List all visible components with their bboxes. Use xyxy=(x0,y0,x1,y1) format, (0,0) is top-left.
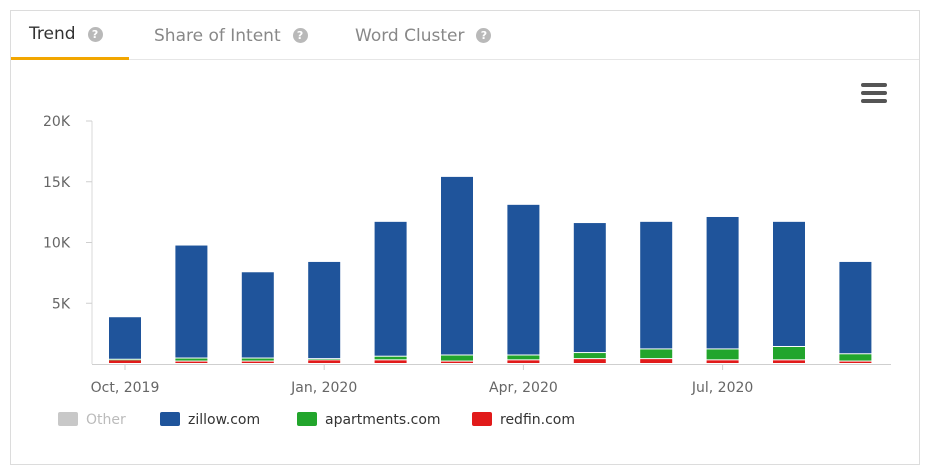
y-tick-label: 20K xyxy=(43,114,71,130)
bar-zillow-com[interactable] xyxy=(640,221,673,349)
bar-zillow-com[interactable] xyxy=(441,176,473,355)
legend-label[interactable]: redfin.com xyxy=(500,412,575,428)
bar-zillow-com[interactable] xyxy=(109,317,141,359)
bar-redfin-com[interactable] xyxy=(441,361,473,363)
bar-apartments-com[interactable] xyxy=(507,355,540,360)
bar-apartments-com[interactable] xyxy=(706,349,739,360)
bar-zillow-com[interactable] xyxy=(241,272,274,358)
bar-redfin-com[interactable] xyxy=(109,360,141,363)
legend-swatch[interactable] xyxy=(58,412,78,426)
legend-label[interactable]: zillow.com xyxy=(188,412,260,428)
tab-share-of-intent-label: Share of Intent xyxy=(154,25,281,46)
y-tick-label: 10K xyxy=(43,236,71,252)
legend-label[interactable]: apartments.com xyxy=(325,412,441,428)
question-circle-icon[interactable]: ? xyxy=(87,26,103,42)
bar-redfin-com[interactable] xyxy=(839,361,872,363)
x-tick-label: Apr, 2020 xyxy=(489,380,558,396)
bar-redfin-com[interactable] xyxy=(573,359,606,363)
bar-apartments-com[interactable] xyxy=(573,353,606,359)
tab-trend[interactable]: Trend ? xyxy=(11,11,129,60)
legend-swatch[interactable] xyxy=(160,412,180,426)
bar-apartments-com[interactable] xyxy=(175,358,208,361)
hamburger-menu-icon[interactable] xyxy=(861,83,889,105)
x-tick-label: Jan, 2020 xyxy=(290,380,357,396)
question-circle-icon[interactable]: ? xyxy=(476,28,492,43)
bar-apartments-com[interactable] xyxy=(640,349,673,359)
bar-zillow-com[interactable] xyxy=(374,221,407,356)
legend-swatch[interactable] xyxy=(472,412,492,426)
bar-redfin-com[interactable] xyxy=(241,361,274,363)
bar-apartments-com[interactable] xyxy=(374,356,407,360)
bar-apartments-com[interactable] xyxy=(109,359,141,361)
bar-apartments-com[interactable] xyxy=(308,359,341,360)
bar-zillow-com[interactable] xyxy=(175,245,208,358)
legend-label[interactable]: Other xyxy=(86,412,126,428)
y-tick-label: 5K xyxy=(52,296,71,312)
x-tick-label: Oct, 2019 xyxy=(91,380,160,396)
bar-zillow-com[interactable] xyxy=(308,261,341,359)
tab-bar: Trend ? Share of Intent ? Word Cluster ? xyxy=(11,11,919,60)
legend-swatch[interactable] xyxy=(297,412,317,426)
tab-word-cluster[interactable]: Word Cluster ? xyxy=(355,11,492,60)
bar-redfin-com[interactable] xyxy=(706,360,739,363)
y-tick-label: 15K xyxy=(43,175,71,191)
chart: 5K 10K 15K 20K Oct, 2019 Jan, 2020 Apr, 2020 Ju… xyxy=(43,114,891,428)
bar-zillow-com[interactable] xyxy=(507,204,540,355)
bar-apartments-com[interactable] xyxy=(839,354,872,361)
bar-zillow-com[interactable] xyxy=(839,261,872,354)
tab-share-of-intent[interactable]: Share of Intent ? xyxy=(154,11,308,60)
chart-card: Trend ? Share of Intent ? Word Cluster ?… xyxy=(10,10,920,465)
bar-redfin-com[interactable] xyxy=(175,361,208,363)
bar-redfin-com[interactable] xyxy=(640,359,673,363)
tab-word-cluster-label: Word Cluster xyxy=(355,25,465,46)
bar-apartments-com[interactable] xyxy=(773,346,805,360)
bar-zillow-com[interactable] xyxy=(773,221,805,346)
bar-redfin-com[interactable] xyxy=(507,360,540,363)
bar-apartments-com[interactable] xyxy=(241,358,274,361)
tab-trend-label: Trend xyxy=(29,24,76,44)
bar-zillow-com[interactable] xyxy=(706,216,739,349)
bar-redfin-com[interactable] xyxy=(374,360,407,363)
question-circle-icon[interactable]: ? xyxy=(292,28,308,43)
bar-zillow-com[interactable] xyxy=(573,223,606,353)
bar-redfin-com[interactable] xyxy=(308,360,341,363)
x-tick-label: Jul, 2020 xyxy=(691,380,753,396)
bar-redfin-com[interactable] xyxy=(773,360,805,363)
bar-apartments-com[interactable] xyxy=(441,355,473,361)
